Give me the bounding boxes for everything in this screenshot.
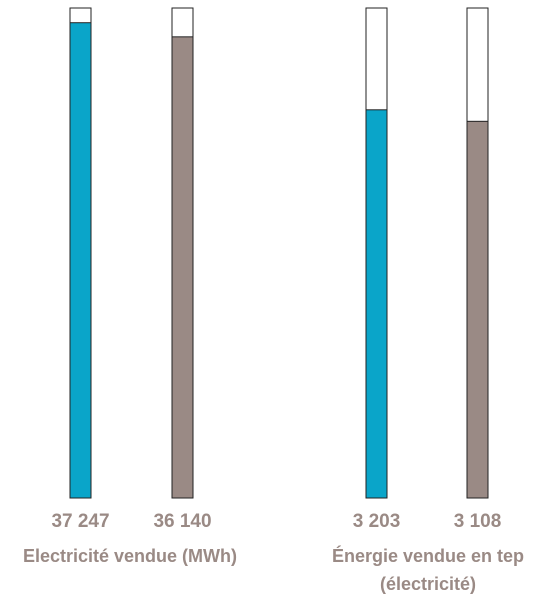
bar-g2-s2 [466, 120, 489, 499]
labels-layer: 37 247 36 140 Electricité vendue (MWh) 3 20… [23, 511, 524, 594]
value-label-g1-s2: 36 140 [153, 511, 211, 532]
bars-layer [69, 7, 489, 499]
bar-g2-s1 [365, 109, 388, 499]
group-label-g2-line1: Énergie vendue en tep [332, 545, 524, 566]
value-label-g2-s2: 3 108 [454, 511, 502, 532]
group-label-g2-line2: (électricité) [380, 574, 476, 594]
value-label-g1-s1: 37 247 [51, 511, 109, 532]
group-label-g1-line1: Electricité vendue (MWh) [23, 546, 237, 566]
bar-g1-s1 [69, 22, 92, 499]
bar-g1-s2 [171, 36, 194, 499]
value-label-g2-s1: 3 203 [353, 511, 401, 532]
